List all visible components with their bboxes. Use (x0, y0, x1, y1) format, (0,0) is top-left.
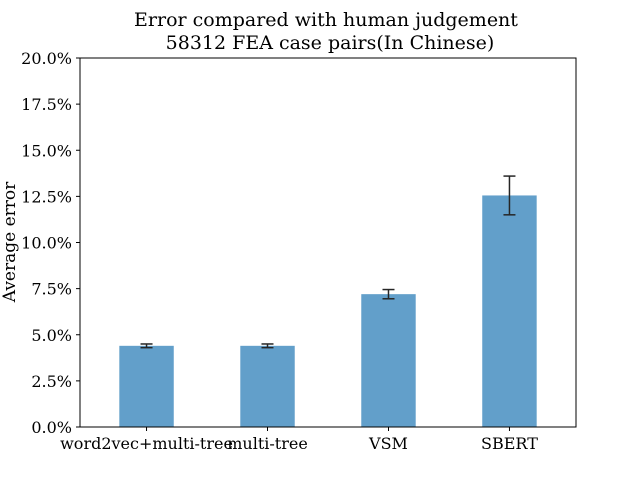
bar-1 (240, 345, 295, 427)
x-tick-label-0: word2vec+multi-tree (60, 434, 233, 453)
y-axis-label: Average error (0, 181, 20, 303)
y-tick-label-1: 2.5% (31, 372, 72, 391)
bar-3 (482, 195, 537, 427)
y-tick-label-2: 5.0% (31, 326, 72, 345)
y-axis: 0.0% 2.5% 5.0% 7.5% 10.0% 12.5% 15.0% 17.5% 20.0… (21, 49, 80, 437)
y-tick-label-0: 0.0% (31, 418, 72, 437)
bar-2 (361, 294, 416, 427)
y-tick-label-3: 7.5% (31, 280, 72, 299)
y-tick-label-7: 17.5% (21, 95, 72, 114)
x-tick-label-3: SBERT (481, 434, 538, 453)
y-tick-label-6: 15.0% (21, 141, 72, 160)
y-tick-label-8: 20.0% (21, 49, 72, 68)
x-tick-label-1: multi-tree (227, 434, 308, 453)
bar-0 (119, 345, 174, 427)
y-tick-label-5: 12.5% (21, 187, 72, 206)
y-tick-label-4: 10.0% (21, 234, 72, 253)
x-tick-label-2: VSM (368, 434, 408, 453)
error-bars-group (140, 175, 516, 349)
bars-group (119, 195, 537, 427)
chart-title: Error compared with human judgement (134, 9, 518, 31)
chart-subtitle: 58312 FEA case pairs(In Chinese) (166, 32, 495, 54)
